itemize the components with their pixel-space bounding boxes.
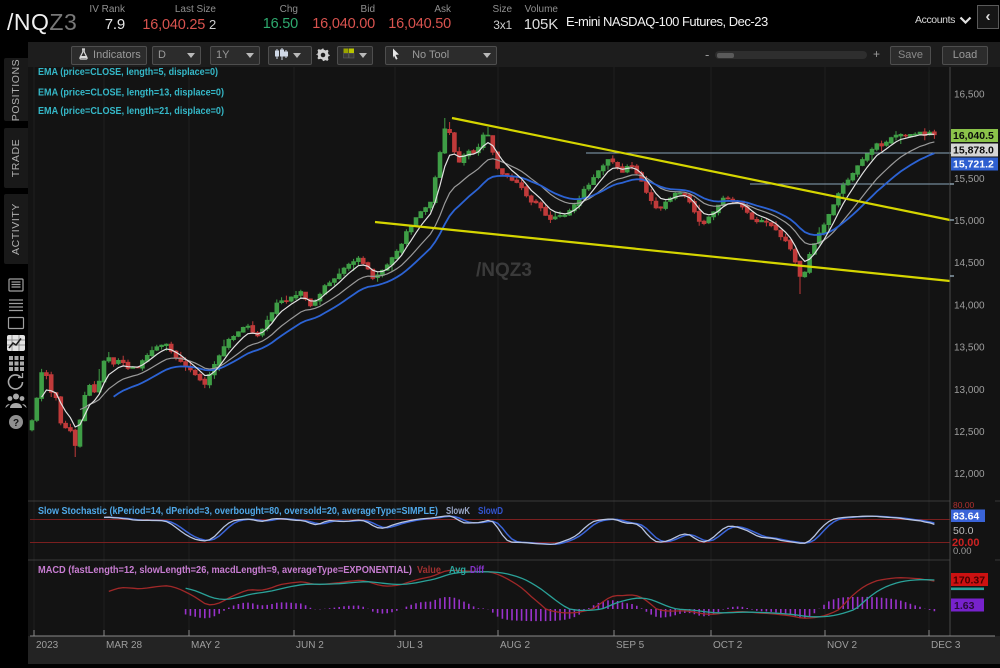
svg-text:MAR 28: MAR 28 — [106, 640, 143, 651]
svg-text:2023: 2023 — [36, 640, 59, 651]
svg-text:OCT 2: OCT 2 — [713, 640, 743, 651]
svg-text:/NQZ3: /NQZ3 — [476, 260, 532, 281]
svg-text:0.00: 0.00 — [953, 546, 972, 557]
svg-text:80.00: 80.00 — [953, 500, 975, 510]
svg-text:Slow Stochastic (kPeriod=14, d: Slow Stochastic (kPeriod=14, dPeriod=3, … — [38, 506, 438, 517]
svg-text:MAY 2: MAY 2 — [191, 640, 221, 651]
svg-text:Diff: Diff — [470, 565, 485, 576]
svg-text:SlowD: SlowD — [478, 506, 503, 517]
svg-text:SlowK: SlowK — [446, 506, 471, 517]
svg-text:16,040.5: 16,040.5 — [953, 130, 994, 142]
svg-text:14,500: 14,500 — [954, 258, 985, 269]
svg-text:12,500: 12,500 — [954, 427, 985, 438]
svg-text:20.00: 20.00 — [952, 537, 980, 549]
svg-text:15,721.2: 15,721.2 — [953, 159, 994, 171]
svg-text:83.64: 83.64 — [953, 511, 979, 523]
svg-text:EMA (price=CLOSE, length=21, d: EMA (price=CLOSE, length=21, displace=0) — [38, 106, 224, 117]
svg-text:13,000: 13,000 — [954, 385, 985, 396]
svg-text:15,500: 15,500 — [954, 174, 985, 185]
svg-text:1.63: 1.63 — [954, 600, 975, 612]
svg-text:15,878.0: 15,878.0 — [953, 145, 994, 157]
svg-text:Avg: Avg — [449, 565, 466, 576]
svg-text:12,000: 12,000 — [954, 469, 985, 480]
svg-text:DEC 3: DEC 3 — [931, 640, 961, 651]
svg-text:13,500: 13,500 — [954, 343, 985, 354]
svg-text:JUN 2: JUN 2 — [296, 640, 324, 651]
svg-text:Value: Value — [417, 565, 441, 576]
svg-text:14,000: 14,000 — [954, 300, 985, 311]
svg-text:15,000: 15,000 — [954, 216, 985, 227]
svg-text:50.0: 50.0 — [953, 525, 974, 537]
svg-text:EMA (price=CLOSE, length=5, di: EMA (price=CLOSE, length=5, displace=0) — [38, 67, 218, 78]
svg-text:170.37: 170.37 — [953, 575, 985, 587]
svg-text:JUL 3: JUL 3 — [397, 640, 423, 651]
svg-text:MACD (fastLength=12, slowLengt: MACD (fastLength=12, slowLength=26, macd… — [38, 565, 412, 576]
svg-text:EMA (price=CLOSE, length=13, d: EMA (price=CLOSE, length=13, displace=0) — [38, 88, 224, 99]
svg-text:16,500: 16,500 — [954, 89, 985, 100]
svg-text:NOV 2: NOV 2 — [827, 640, 857, 651]
svg-text:AUG 2: AUG 2 — [500, 640, 530, 651]
svg-text:SEP 5: SEP 5 — [616, 640, 645, 651]
svg-text:?: ? — [13, 418, 19, 429]
